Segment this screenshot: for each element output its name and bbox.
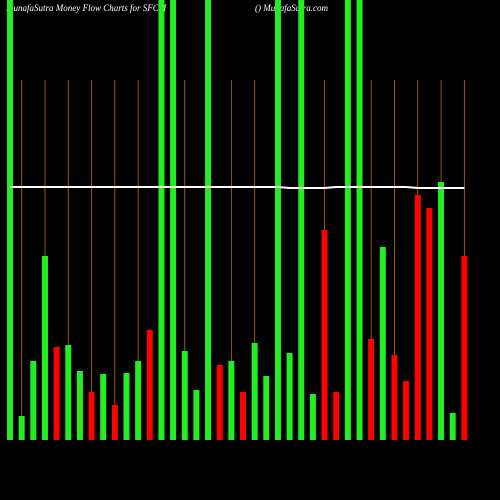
bar [449,413,456,440]
bar [205,0,212,440]
bar [111,405,118,440]
bar [356,0,363,440]
bar [76,371,83,440]
money-flow-line [10,186,465,189]
bar [240,392,246,440]
bar [286,353,293,440]
bar [403,381,410,440]
bar [228,361,235,440]
bar [274,0,281,440]
bar [438,182,445,440]
bar [391,355,398,440]
bar [216,365,223,440]
bar [65,345,72,440]
chart-subtitle: () MunafaSutra.com [255,3,328,13]
bar [100,374,107,440]
bar [193,390,200,440]
bar [298,0,305,440]
chart-title: MunafaSutra Money Flow Charts for SFCM [5,3,167,13]
bar [368,339,375,440]
bar [263,376,270,440]
bar [181,351,188,440]
bar [158,0,165,440]
bar [41,256,48,440]
bar [30,361,37,440]
bar [88,392,95,440]
bar [414,195,421,440]
bar [18,416,25,440]
bar [426,208,433,440]
bar [321,230,328,440]
bar [309,394,316,440]
bar [344,0,351,440]
bar [379,247,386,440]
bar [53,347,60,440]
bar [251,343,258,440]
bar [7,0,13,440]
bar [135,361,142,440]
bar [333,392,340,440]
bar [461,256,468,440]
bar [170,0,177,440]
bar [146,330,153,440]
bar [123,373,130,440]
